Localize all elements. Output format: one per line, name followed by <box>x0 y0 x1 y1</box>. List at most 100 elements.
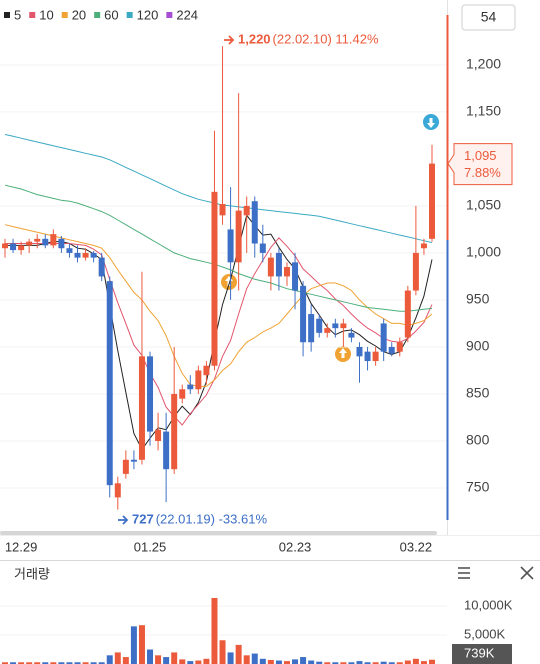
candle-body <box>396 342 403 352</box>
badge-box[interactable] <box>461 4 516 31</box>
candle-body <box>90 252 97 258</box>
candle-body <box>308 314 315 343</box>
candle-body <box>155 429 162 441</box>
volume-current-tag <box>452 644 512 664</box>
volume-bar <box>340 662 347 664</box>
candle-body <box>2 243 8 249</box>
volume-bars <box>2 597 435 664</box>
candle-body <box>372 351 379 362</box>
ma-line <box>4 134 433 244</box>
candle-body <box>171 393 178 470</box>
candle-body <box>219 204 226 216</box>
candle-body <box>380 323 387 352</box>
candle-body <box>324 328 331 333</box>
volume-bar <box>364 662 371 664</box>
candle-body <box>114 483 121 498</box>
volume-tick-label: 10,000K <box>464 598 513 613</box>
volume-tick-label: 5,000K <box>464 626 506 641</box>
candle-body <box>235 210 242 263</box>
candles <box>2 46 435 510</box>
candle-body <box>98 257 105 277</box>
volume-bar <box>34 662 41 664</box>
candle-body <box>50 234 57 246</box>
volume-bar <box>332 662 339 664</box>
volume-bar <box>356 661 363 664</box>
volume-bar <box>380 661 387 664</box>
candle-body <box>356 346 363 357</box>
candle-body <box>130 459 137 462</box>
volume-bar <box>106 655 113 664</box>
scrollbar[interactable] <box>0 531 437 535</box>
candle-body <box>300 285 307 343</box>
candle-body <box>106 281 113 486</box>
ma-line <box>5 214 433 451</box>
volume-current-label: 739K <box>464 645 495 660</box>
candle-body <box>340 323 347 329</box>
volume-bar <box>404 660 411 664</box>
volume-bar <box>195 660 202 664</box>
legend-label: 120 <box>137 7 159 22</box>
volume-bar <box>283 661 290 664</box>
volume-bar <box>308 660 315 664</box>
y-tick-label: 750 <box>466 479 490 495</box>
legend-label: 224 <box>176 7 198 22</box>
candle-body <box>429 163 435 239</box>
annotation-detail: (22.02.10) 11.42% <box>273 31 379 46</box>
volume-bar <box>316 661 323 664</box>
y-tick-label: 1,150 <box>466 103 501 119</box>
y-tick-label: 900 <box>466 338 490 354</box>
volume-bar <box>82 662 89 664</box>
candle-body <box>348 332 355 338</box>
legend-swatch <box>4 12 10 18</box>
volume-bar <box>66 662 73 664</box>
volume-bar <box>163 657 170 664</box>
candle-body <box>251 201 258 244</box>
x-tick-label: 02.23 <box>279 539 312 554</box>
legend-label: 20 <box>72 7 86 22</box>
candle-body <box>187 384 194 390</box>
y-tick-label: 1,200 <box>466 56 501 72</box>
candle-body <box>26 241 33 246</box>
candle-body <box>404 290 411 338</box>
candle-body <box>259 243 266 253</box>
y-tick-label: 1,000 <box>466 244 501 260</box>
volume-bar <box>259 658 266 664</box>
volume-bar <box>171 652 178 664</box>
candle-body <box>10 243 17 251</box>
candle-body <box>420 243 427 249</box>
volume-bar <box>179 659 186 664</box>
buy-signal-icon <box>335 346 351 362</box>
volume-bar <box>147 649 154 664</box>
candle-body <box>412 252 419 291</box>
y-tick-label: 950 <box>466 291 490 307</box>
volume-bar <box>324 662 331 664</box>
candle-body <box>34 238 41 242</box>
volume-bar <box>42 662 49 664</box>
volume-bar <box>235 644 242 664</box>
candle-body <box>82 252 89 258</box>
candle-body <box>66 248 73 253</box>
legend-swatch <box>94 12 101 18</box>
menu-icon[interactable] <box>458 567 470 579</box>
x-tick-label: 01.25 <box>134 539 167 554</box>
volume-bar <box>429 659 435 664</box>
candle-body <box>147 356 154 432</box>
candle-body <box>292 262 299 291</box>
volume-bar <box>300 657 307 664</box>
legend-swatch <box>126 12 133 18</box>
annotation-value: 1,220 <box>238 31 271 46</box>
candle-body <box>227 229 234 263</box>
candle-body <box>364 351 371 362</box>
legend-label: 10 <box>39 7 53 22</box>
volume-bar <box>187 661 194 664</box>
candle-body <box>332 323 339 329</box>
close-icon[interactable] <box>520 566 534 580</box>
volume-bar <box>74 662 81 664</box>
ma-line <box>4 184 433 312</box>
candle-body <box>58 238 65 249</box>
candle-body <box>267 257 274 277</box>
volume-bar <box>251 653 258 664</box>
volume-bar <box>420 661 427 664</box>
